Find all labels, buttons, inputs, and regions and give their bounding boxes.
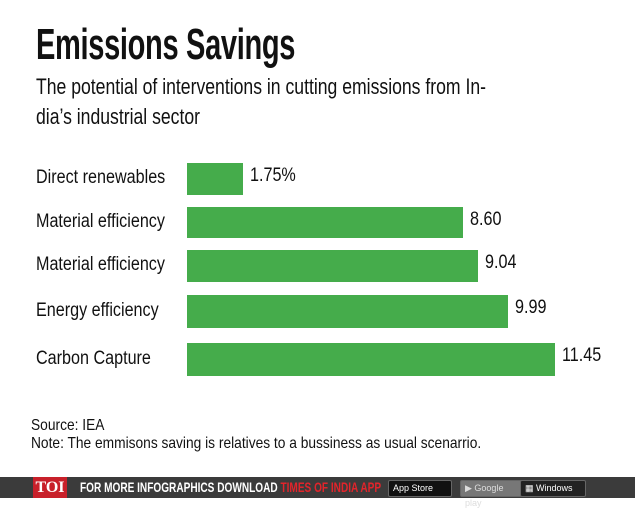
data-label: 9.99 <box>515 297 547 318</box>
category-label: Carbon Capture <box>36 347 151 369</box>
promo-app-name: TIMES OF INDIA APP <box>280 479 382 495</box>
data-label: 11.45 <box>562 345 602 366</box>
chart-subtitle-line2: dia’s industrial sector <box>36 104 201 129</box>
data-label: 1.75% <box>250 165 297 186</box>
note-text: Note: The emmisons saving is relatives t… <box>31 435 482 452</box>
app-store-badge[interactable]: App Store <box>388 480 452 497</box>
category-label: Energy efficiency <box>36 299 159 321</box>
google-play-badge[interactable]: ▶ Google play <box>460 480 524 508</box>
promo-banner: TOI FOR MORE INFOGRAPHICS DOWNLOAD TIMES… <box>0 477 635 508</box>
chart-title: Emissions Savings <box>36 20 296 69</box>
data-label: 9.04 <box>484 252 516 273</box>
bar <box>187 207 464 238</box>
category-label: Material efficiency <box>36 254 165 275</box>
source-text: Source: IEA <box>31 417 105 434</box>
toi-logo: TOI <box>33 477 67 498</box>
category-label: Direct renewables <box>36 167 166 188</box>
data-label: 8.60 <box>470 209 502 230</box>
bar <box>187 163 244 195</box>
bar <box>187 343 555 376</box>
bar-chart: Direct renewables 1.75% Material efficienc… <box>36 163 602 376</box>
windows-phone-badge[interactable]: ▦ Windows Phone <box>520 480 586 508</box>
bar <box>187 295 509 328</box>
chart-subtitle: The potential of interventions in cuttin… <box>36 74 486 99</box>
category-label: Material efficiency <box>36 210 165 232</box>
bar <box>187 250 478 282</box>
promo-text: FOR MORE INFOGRAPHICS DOWNLOAD TIMES OF … <box>80 479 382 495</box>
